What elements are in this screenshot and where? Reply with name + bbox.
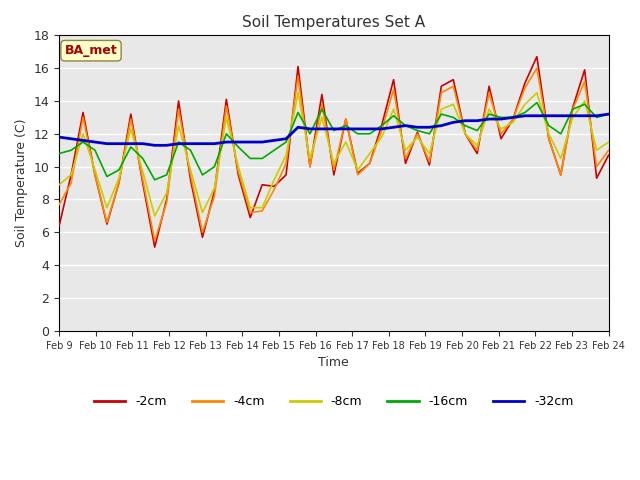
- Title: Soil Temperatures Set A: Soil Temperatures Set A: [243, 15, 426, 30]
- Y-axis label: Soil Temperature (C): Soil Temperature (C): [15, 119, 28, 247]
- Legend: -2cm, -4cm, -8cm, -16cm, -32cm: -2cm, -4cm, -8cm, -16cm, -32cm: [89, 390, 579, 413]
- Text: BA_met: BA_met: [65, 44, 117, 57]
- X-axis label: Time: Time: [319, 356, 349, 369]
